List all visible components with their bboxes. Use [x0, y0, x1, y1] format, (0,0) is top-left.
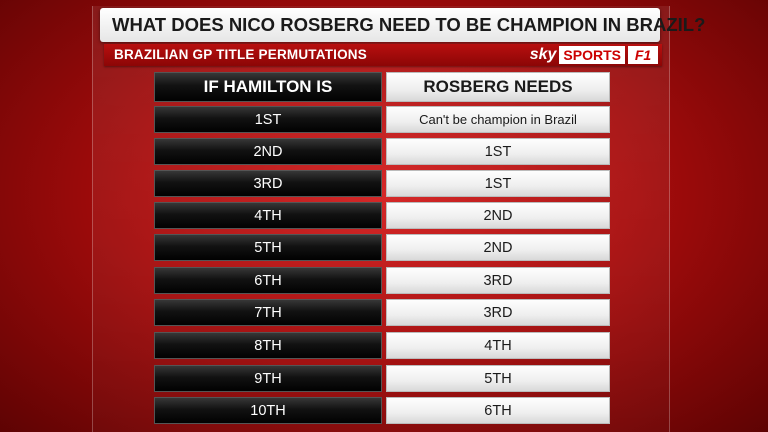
table-row: 8TH 4TH [154, 332, 610, 359]
subtitle-bar: BRAZILIAN GP TITLE PERMUTATIONS sky SPOR… [104, 44, 662, 66]
hamilton-position: 3RD [154, 170, 382, 197]
rosberg-needs: Can't be champion in Brazil [386, 106, 610, 133]
table-row: 5TH 2ND [154, 234, 610, 261]
table-row: 1ST Can't be champion in Brazil [154, 106, 610, 133]
table-row: 9TH 5TH [154, 365, 610, 392]
hamilton-position: 1ST [154, 106, 382, 133]
f1-logo-icon: F1 [628, 46, 658, 64]
logo-sky-text: sky [529, 46, 557, 63]
hamilton-position: 4TH [154, 202, 382, 229]
table-header: IF HAMILTON IS ROSBERG NEEDS [154, 72, 610, 102]
table-row: 7TH 3RD [154, 299, 610, 326]
rosberg-needs: 6TH [386, 397, 610, 424]
table-row: 6TH 3RD [154, 267, 610, 294]
rosberg-needs: 1ST [386, 138, 610, 165]
table-row: 4TH 2ND [154, 202, 610, 229]
header-hamilton: IF HAMILTON IS [154, 72, 382, 102]
header-rosberg: ROSBERG NEEDS [386, 72, 610, 102]
table-row: 10TH 6TH [154, 397, 610, 424]
hamilton-position: 5TH [154, 234, 382, 261]
subtitle: BRAZILIAN GP TITLE PERMUTATIONS [114, 47, 367, 62]
rosberg-needs: 1ST [386, 170, 610, 197]
table-row: 2ND 1ST [154, 138, 610, 165]
hamilton-position: 6TH [154, 267, 382, 294]
rosberg-needs: 2ND [386, 202, 610, 229]
rosberg-needs: 5TH [386, 365, 610, 392]
rosberg-needs: 3RD [386, 299, 610, 326]
hamilton-position: 7TH [154, 299, 382, 326]
rosberg-needs: 4TH [386, 332, 610, 359]
hamilton-position: 2ND [154, 138, 382, 165]
rosberg-needs: 2ND [386, 234, 610, 261]
title-bar: WHAT DOES NICO ROSBERG NEED TO BE CHAMPI… [100, 8, 705, 42]
logo-sports-text: SPORTS [559, 46, 625, 64]
sky-sports-f1-logo: sky SPORTS F1 [530, 45, 658, 65]
hamilton-position: 9TH [154, 365, 382, 392]
hamilton-position: 8TH [154, 332, 382, 359]
rosberg-needs: 3RD [386, 267, 610, 294]
hamilton-position: 10TH [154, 397, 382, 424]
page-title: WHAT DOES NICO ROSBERG NEED TO BE CHAMPI… [112, 14, 706, 35]
table-row: 3RD 1ST [154, 170, 610, 197]
